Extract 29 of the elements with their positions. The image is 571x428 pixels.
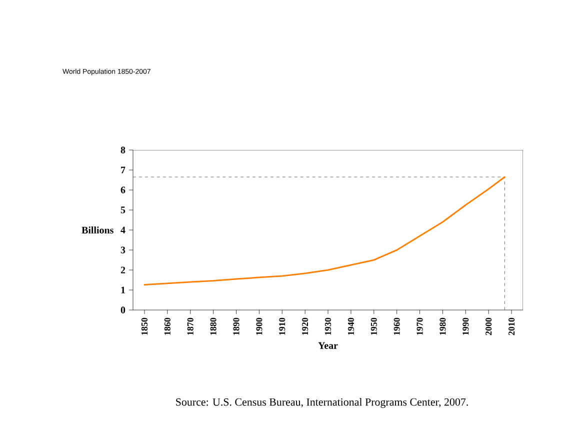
y-tick-label: 6 [120, 186, 126, 194]
x-tick-label: 1930 [324, 318, 332, 335]
x-tick-label: 2010 [508, 318, 515, 336]
y-tick-label: 5 [120, 206, 126, 214]
x-tick-label: 1960 [394, 318, 400, 335]
y-tick-label: 8 [120, 146, 126, 154]
source-note: Source: U.S. Census Bureau, International Programs Center, 2007. [176, 398, 468, 408]
x-tick-label: 1890 [233, 318, 240, 335]
x-tick-label: 1990 [462, 318, 469, 335]
y-tick-label: 0 [120, 306, 126, 314]
x-tick-label: 2000 [486, 318, 492, 336]
y-tick-label: 3 [120, 246, 126, 254]
x-tick-label: 1880 [210, 318, 216, 335]
x-tick-label: 1870 [187, 318, 194, 335]
y-tick-label: 2 [120, 266, 126, 274]
x-tick-label: 1850 [141, 318, 148, 335]
x-tick-label: 1970 [416, 318, 423, 335]
y-axis-title: Billions [82, 226, 114, 234]
x-tick-label: 1900 [256, 318, 262, 335]
y-tick-label: 7 [121, 166, 126, 174]
x-tick-label: 1920 [302, 318, 308, 335]
x-tick-label: 1860 [164, 318, 170, 335]
x-tick-label: 1950 [370, 318, 377, 335]
y-tick-label: 1 [121, 286, 125, 294]
x-tick-label: 1910 [279, 318, 286, 335]
y-tick-label: 4 [120, 226, 126, 234]
x-tick-label: 1940 [348, 318, 354, 335]
x-tick-label: 1980 [440, 318, 446, 335]
x-axis-title: Year [318, 342, 338, 349]
